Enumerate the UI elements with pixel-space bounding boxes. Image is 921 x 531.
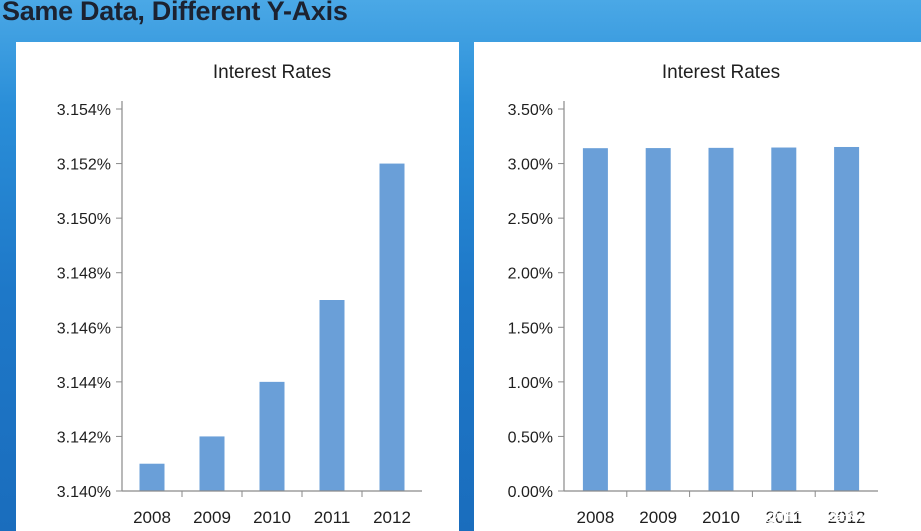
y-tick-label: 1.00% (508, 375, 553, 392)
bar-2011 (319, 300, 345, 491)
y-tick-label: 2.50% (508, 211, 553, 228)
y-tick-label: 3.150% (57, 211, 111, 228)
x-tick-label: 2012 (373, 508, 411, 527)
bar-2008 (582, 148, 608, 491)
y-tick-label: 3.152% (57, 157, 111, 174)
chart-panel-narrow-axis: Interest Rates 3.140% 3.142% 3.144% 3.146% 3.… (16, 42, 459, 531)
y-tick-label: 3.00% (508, 157, 553, 174)
bar-2011 (771, 147, 797, 491)
bar-chart-zero-axis: Interest Rates 0.00% 0.50% 1.00% 1.50% 2.00% 2… (508, 62, 878, 527)
x-tick-label: 2011 (314, 508, 351, 527)
y-tick-label: 3.146% (57, 320, 111, 337)
bar-2010 (708, 147, 734, 491)
x-tick-label: 2009 (193, 508, 231, 527)
bar-2010 (259, 381, 285, 491)
bar-2009 (199, 436, 225, 491)
bar-2009 (645, 148, 671, 491)
x-tick-label: 2008 (133, 508, 171, 527)
y-tick-label: 3.148% (57, 266, 111, 283)
y-tick-label: 3.154% (57, 102, 111, 119)
y-tick-label: 0.00% (508, 484, 553, 501)
bar-chart-narrow-axis: Interest Rates 3.140% 3.142% 3.144% 3.146% 3.… (57, 62, 422, 527)
bar-2008 (139, 463, 165, 491)
slide-title: Same Data, Different Y-Axis (2, 0, 348, 26)
y-tick-label: 1.50% (508, 320, 553, 337)
x-tick-label: 2010 (702, 508, 740, 527)
x-tick-label: 2009 (639, 508, 677, 527)
bar-2012 (834, 146, 860, 491)
bar-2012 (379, 163, 405, 492)
x-tick-label: 2011 (766, 508, 803, 527)
y-tick-label: 0.50% (508, 429, 553, 446)
chart-title: Interest Rates (213, 62, 331, 83)
y-tick-label: 2.00% (508, 266, 553, 283)
y-tick-label: 3.50% (508, 102, 553, 119)
x-tick-label: 2010 (253, 508, 291, 527)
watermark: @稀土掘金技术社区 (762, 505, 907, 524)
y-tick-label: 3.144% (57, 375, 111, 392)
chart-panel-zero-axis: Interest Rates 0.00% 0.50% 1.00% 1.50% 2.00% 2… (474, 42, 921, 531)
y-tick-label: 3.142% (57, 429, 111, 446)
x-tick-label: 2012 (828, 508, 866, 527)
y-tick-label: 3.140% (57, 484, 111, 501)
chart-title: Interest Rates (662, 62, 780, 83)
x-tick-label: 2008 (576, 508, 614, 527)
